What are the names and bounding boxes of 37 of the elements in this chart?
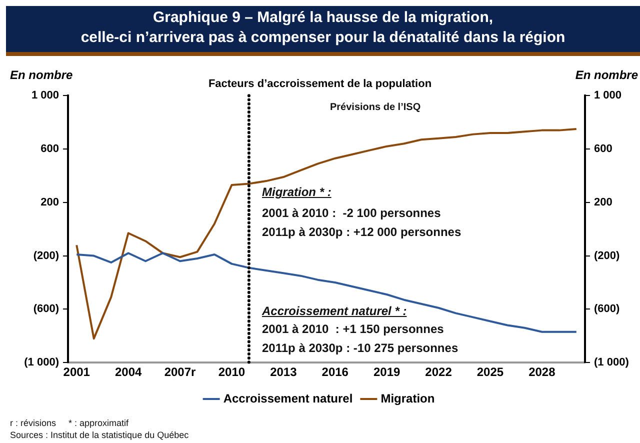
y2-tick-label: (600) bbox=[594, 303, 620, 316]
y2-axis-title: En nombre bbox=[575, 68, 638, 82]
annotation: 2011p à 2030p : -10 275 personnes bbox=[262, 341, 458, 356]
y-axis-title: En nombre bbox=[10, 68, 73, 82]
x-tick-label: 2019 bbox=[373, 365, 400, 380]
legend-label: Accroissement naturel bbox=[223, 391, 353, 406]
y2-tick-label: (1 000) bbox=[594, 356, 630, 369]
y-tick-label: 600 bbox=[40, 143, 59, 156]
y-tick-label: 200 bbox=[40, 196, 59, 208]
x-tick-label: 2016 bbox=[322, 365, 349, 380]
y2-tick-label: 600 bbox=[594, 143, 612, 156]
y2-tick-label: (200) bbox=[594, 250, 620, 262]
annotation: Migration * : bbox=[262, 185, 332, 200]
y2-tick-label: 1 000 bbox=[594, 90, 622, 102]
y-tick-label: (200) bbox=[33, 250, 60, 262]
y2-tick-label: 200 bbox=[594, 196, 612, 208]
legend-label: Migration bbox=[380, 391, 435, 406]
chart-subtitle: Facteurs d’accroissement de la population bbox=[208, 78, 432, 90]
y-tick-label: (600) bbox=[33, 303, 60, 316]
source-note: Sources : Institut de la statistique du Québec bbox=[10, 430, 189, 441]
x-tick-label: 2022 bbox=[425, 365, 452, 380]
annotation: 2001 à 2010 : +1 150 personnes bbox=[262, 322, 444, 336]
y-tick-label: 1 000 bbox=[31, 90, 59, 102]
annotation: 2011p à 2030p : +12 000 personnes bbox=[262, 225, 462, 240]
x-tick-label: 2028 bbox=[528, 365, 556, 380]
x-tick-label: 2001 bbox=[63, 365, 90, 380]
annotation: 2001 à 2010 : -2 100 personnes bbox=[262, 206, 441, 220]
x-tick-label: 2004 bbox=[114, 365, 142, 380]
chart-title: Graphique 9 – Malgré la hausse de la migration, celle-ci n’arrivera pas à compenser pour la dénatalité dans la région bbox=[80, 8, 566, 48]
x-tick-label: 2025 bbox=[476, 365, 504, 380]
text: r : révisions * : approximatif bbox=[10, 418, 129, 429]
x-tick-label: 2007r bbox=[164, 365, 196, 380]
y-tick-label: (1 000) bbox=[24, 356, 60, 369]
x-tick-label: 2010 bbox=[218, 365, 246, 380]
x-tick-label: 2013 bbox=[270, 365, 298, 380]
annotation: Prévisions de l’ISQ bbox=[330, 102, 421, 113]
annotation: Accroissement naturel * : bbox=[262, 304, 407, 318]
